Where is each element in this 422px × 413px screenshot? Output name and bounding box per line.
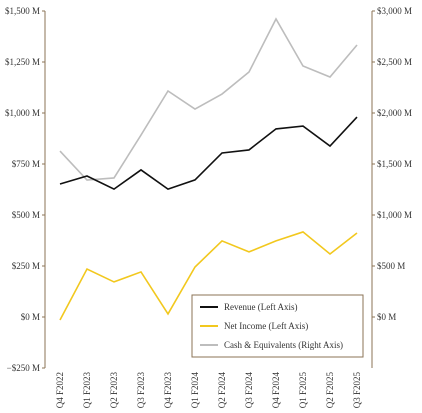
y2-tick-label: $0 M	[377, 312, 396, 322]
y-tick-label: $1,500 M	[5, 6, 40, 16]
y-tick-label: $1,250 M	[5, 57, 40, 67]
legend-label: Revenue (Left Axis)	[224, 302, 297, 312]
legend-label: Net Income (Left Axis)	[224, 321, 308, 331]
y2-tick-label: $1,000 M	[377, 210, 412, 220]
series-line	[59, 116, 358, 191]
y-tick-label: $500 M	[12, 210, 40, 220]
y-tick-label: $250 M	[12, 261, 40, 271]
x-tick-label: Q2 F2025	[325, 372, 335, 409]
y2-tick-label: $500 M	[377, 261, 405, 271]
y2-tick-label: $2,500 M	[377, 57, 412, 67]
series-line	[59, 231, 358, 321]
x-tick-label: Q4 F2023	[163, 372, 173, 409]
x-tick-label: Q3 F2023	[136, 372, 146, 409]
x-tick-label: Q4 F2024	[271, 372, 281, 409]
x-tick-label: Q3 F2025	[352, 372, 362, 409]
y-tick-label: $0 M	[21, 312, 40, 322]
series-line	[59, 17, 358, 181]
x-tick-label: Q1 F2023	[82, 372, 92, 409]
x-tick-label: Q3 F2024	[244, 372, 254, 409]
legend-label: Cash & Equivalents (Right Axis)	[224, 340, 343, 350]
x-tick-label: Q1 F2025	[298, 372, 308, 409]
y2-tick-label: $3,000 M	[377, 6, 412, 16]
x-tick-label: Q2 F2023	[109, 372, 119, 409]
x-tick-label: Q2 F2024	[217, 372, 227, 409]
legend-box	[191, 294, 364, 358]
x-tick-label: Q4 F2022	[55, 372, 65, 408]
y2-tick-label: $1,500 M	[377, 159, 412, 169]
y-tick-label: $1,000 M	[5, 108, 40, 118]
y-tick-label: $750 M	[12, 159, 40, 169]
y2-tick-label: $2,000 M	[377, 108, 412, 118]
y-tick-label: −$250 M	[7, 363, 40, 373]
x-tick-label: Q1 F2024	[190, 372, 200, 409]
